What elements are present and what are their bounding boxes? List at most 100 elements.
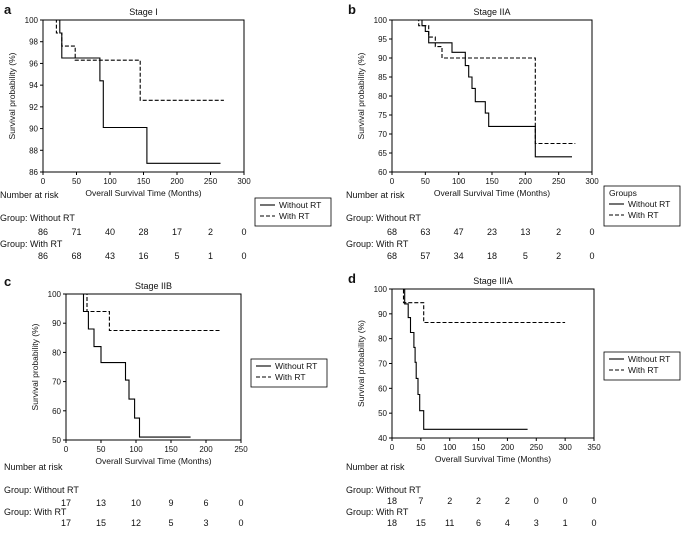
x-tick-label: 250 xyxy=(204,177,218,186)
x-tick-label: 100 xyxy=(103,177,117,186)
risk-count: 15 xyxy=(415,518,426,528)
risk-count: 4 xyxy=(504,518,510,528)
x-tick-label: 0 xyxy=(41,177,46,186)
y-tick-label: 70 xyxy=(378,130,387,139)
legend-entry: With RT xyxy=(275,372,306,382)
risk-count: 0 xyxy=(591,518,597,528)
risk-table-title: Number at risk xyxy=(346,462,405,472)
x-tick-label: 50 xyxy=(72,177,81,186)
risk-count: 63 xyxy=(420,227,431,237)
legend-box xyxy=(603,185,681,227)
y-tick-label: 50 xyxy=(378,409,387,418)
km-curve-without-rt xyxy=(66,293,191,438)
risk-count: 18 xyxy=(386,496,397,506)
y-tick-label: 40 xyxy=(378,434,387,443)
km-curve-without-rt xyxy=(392,19,572,158)
y-tick-label: 60 xyxy=(52,407,61,416)
risk-group-label: Group: With RT xyxy=(4,507,67,517)
legend-entry: Without RT xyxy=(275,361,317,371)
x-tick-label: 0 xyxy=(390,443,395,452)
y-tick-label: 70 xyxy=(52,378,61,387)
risk-count: 5 xyxy=(174,251,180,261)
legend-box xyxy=(603,351,681,381)
x-tick-label: 250 xyxy=(234,445,248,454)
y-tick-label: 94 xyxy=(29,81,38,90)
x-tick-label: 300 xyxy=(585,177,599,186)
y-tick-label: 80 xyxy=(52,348,61,357)
risk-count: 86 xyxy=(37,227,48,237)
legend-box xyxy=(254,197,332,227)
legend-entry: With RT xyxy=(279,211,310,221)
y-axis-label: Survival probability (%) xyxy=(356,320,366,407)
legend-entry: Without RT xyxy=(628,354,670,364)
risk-count: 18 xyxy=(386,518,397,528)
y-axis-label: Survival probability (%) xyxy=(356,52,366,139)
risk-count: 0 xyxy=(238,518,244,528)
x-tick-label: 250 xyxy=(530,443,544,452)
risk-count: 0 xyxy=(591,496,597,506)
km-curve-without-rt xyxy=(392,288,528,430)
km-curve-with-rt xyxy=(392,288,566,324)
x-tick-label: 0 xyxy=(390,177,395,186)
risk-count: 57 xyxy=(420,251,431,261)
risk-count: 0 xyxy=(589,251,595,261)
panel-title: Stage I xyxy=(129,7,158,17)
risk-count: 43 xyxy=(104,251,115,261)
x-axis-label: Overall Survival Time (Months) xyxy=(95,456,211,466)
legend-entry: Without RT xyxy=(628,199,670,209)
risk-count: 2 xyxy=(207,227,213,237)
y-tick-label: 75 xyxy=(378,111,387,120)
y-axis-label: Survival probability (%) xyxy=(7,52,17,139)
risk-count: 9 xyxy=(168,498,174,508)
legend-title: Groups xyxy=(609,188,637,198)
risk-count: 12 xyxy=(130,518,141,528)
panel-letter: b xyxy=(348,2,356,17)
risk-count: 71 xyxy=(71,227,82,237)
x-tick-label: 150 xyxy=(137,177,151,186)
legend-entry: Without RT xyxy=(279,200,321,210)
y-tick-label: 100 xyxy=(374,285,388,294)
risk-count: 2 xyxy=(556,227,562,237)
panel-d: d Stage IIIA 0 50 100 150 200 250 300 350 40 50 60 70… xyxy=(348,271,681,464)
risk-count: 3 xyxy=(203,518,209,528)
y-tick-label: 100 xyxy=(374,16,388,25)
panel-letter: a xyxy=(4,2,12,17)
x-tick-label: 100 xyxy=(443,443,457,452)
y-tick-label: 88 xyxy=(29,146,38,155)
y-tick-label: 100 xyxy=(48,290,62,299)
risk-count: 0 xyxy=(533,496,539,506)
plot-frame xyxy=(391,19,593,173)
y-axis-label: Survival probability (%) xyxy=(30,323,40,410)
risk-count: 6 xyxy=(203,498,209,508)
risk-count: 2 xyxy=(504,496,510,506)
risk-table-title: Number at risk xyxy=(0,190,59,200)
x-tick-label: 200 xyxy=(170,177,184,186)
x-tick-label: 150 xyxy=(164,445,178,454)
legend-entry: With RT xyxy=(628,365,659,375)
risk-count: 0 xyxy=(238,498,244,508)
risk-count: 86 xyxy=(37,251,48,261)
risk-count: 5 xyxy=(168,518,174,528)
risk-count: 13 xyxy=(95,498,106,508)
y-tick-label: 70 xyxy=(378,360,387,369)
plot-frame xyxy=(42,19,245,173)
risk-count: 28 xyxy=(138,227,149,237)
panel-letter: d xyxy=(348,271,356,286)
x-axis-label: Overall Survival Time (Months) xyxy=(85,188,201,198)
x-tick-label: 350 xyxy=(587,443,601,452)
y-tick-label: 60 xyxy=(378,384,387,393)
risk-count: 16 xyxy=(138,251,149,261)
risk-table-title: Number at risk xyxy=(4,462,63,472)
x-tick-label: 200 xyxy=(501,443,515,452)
legend-box xyxy=(250,358,328,388)
risk-count: 18 xyxy=(486,251,497,261)
risk-count: 3 xyxy=(533,518,539,528)
x-tick-label: 50 xyxy=(421,177,430,186)
risk-group-label: Group: Without RT xyxy=(4,485,79,495)
y-tick-label: 80 xyxy=(378,92,387,101)
risk-count: 17 xyxy=(60,498,71,508)
